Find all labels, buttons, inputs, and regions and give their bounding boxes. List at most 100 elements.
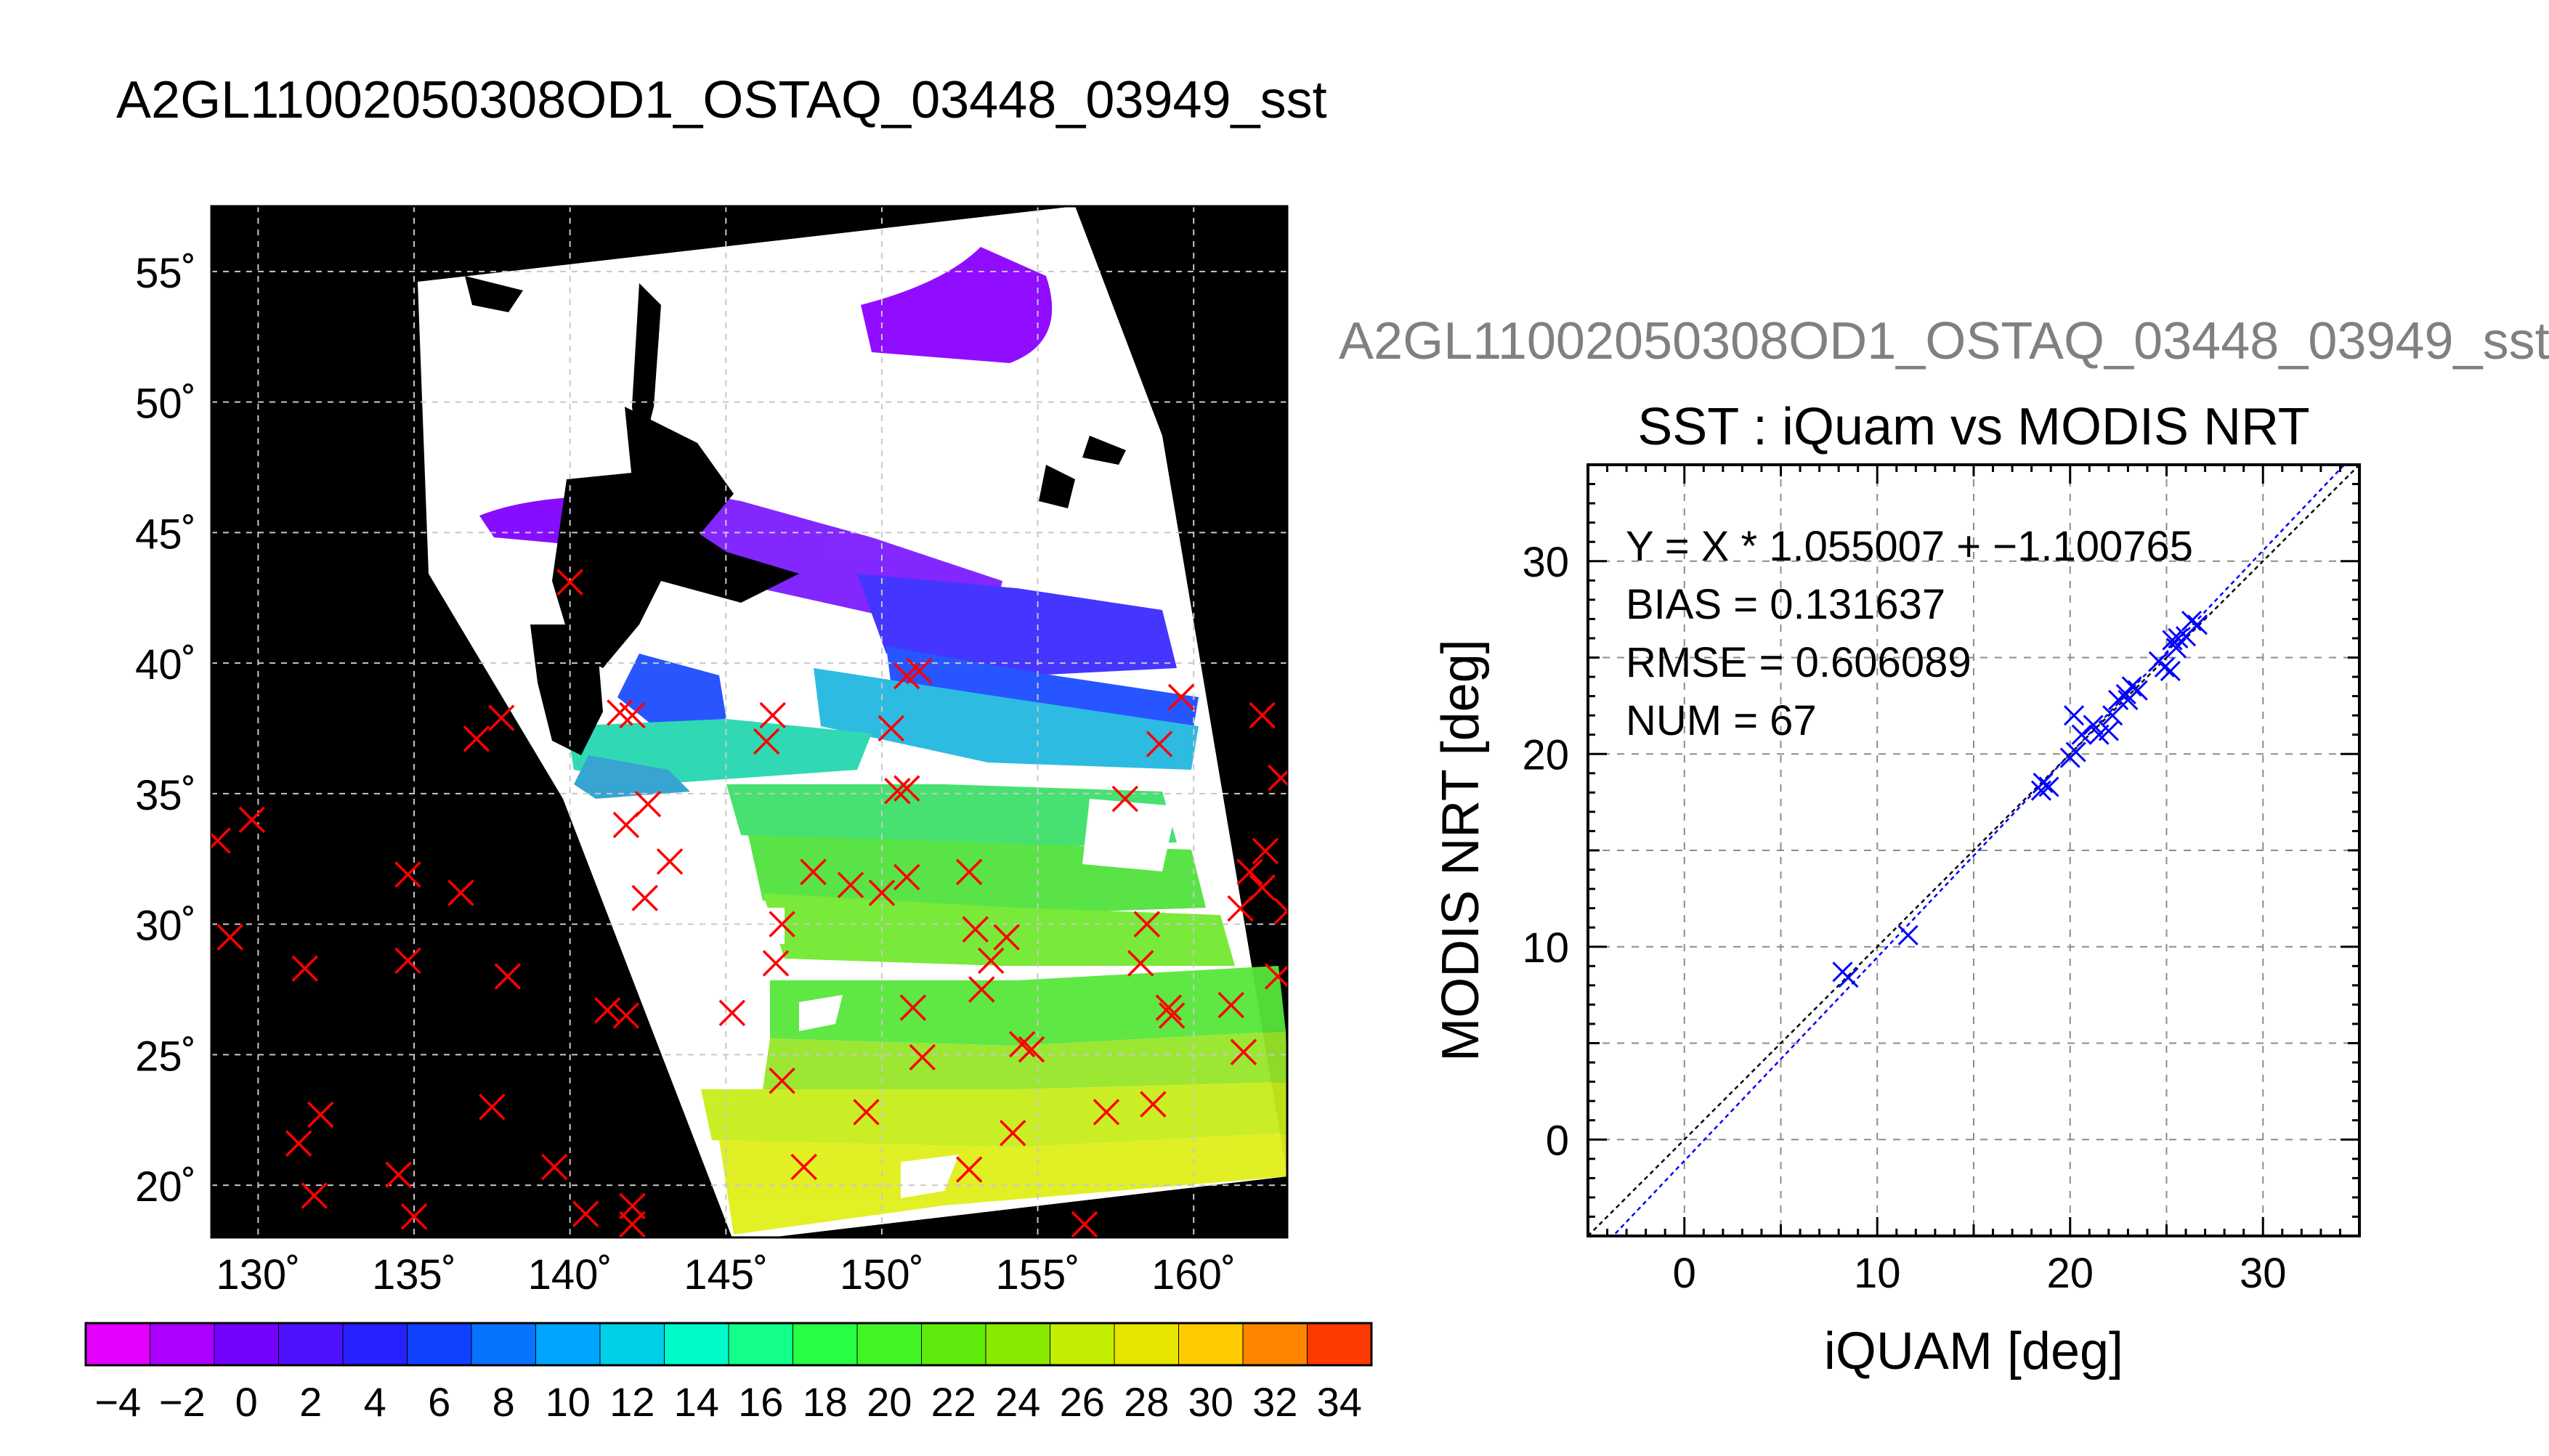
colorbar-labels: −4 −2 0 2 4 6 8 10 12 14 16 18 20 22 24 26 28 30 32 34 <box>94 1379 1362 1425</box>
colorbar-cells <box>85 1322 1372 1366</box>
colorbar-tick-label: 2 <box>299 1379 322 1425</box>
map-marker <box>1018 1036 1045 1063</box>
map-marker <box>612 1002 640 1029</box>
colorbar-tick-label: −4 <box>94 1379 141 1425</box>
colorbar-cell <box>278 1322 344 1366</box>
colorbar-cell <box>214 1322 279 1366</box>
colorbar-cell <box>793 1322 858 1366</box>
map-marker <box>307 1101 334 1128</box>
scatter-superscript: A2GL11002050308OD1_OSTAQ_03448_03949_sst <box>1339 312 2549 370</box>
map-marker <box>394 947 421 975</box>
map-lon-tick-label: 160˚ <box>1151 1251 1236 1298</box>
map-marker <box>1158 1002 1186 1029</box>
scatter-y-tick-label: 20 <box>1522 731 1569 778</box>
scatter-x-axis-label: iQUAM [deg] <box>1824 1322 2123 1380</box>
map-lat-tick-label: 55˚ <box>135 250 196 297</box>
colorbar-tick-label: 0 <box>235 1379 258 1425</box>
scatter-y-tick-label: 30 <box>1522 539 1569 586</box>
map-marker <box>400 1203 428 1230</box>
map-marker <box>1236 858 1263 885</box>
scatter-markers <box>1832 610 2208 988</box>
colorbar-tick-label: 30 <box>1188 1379 1233 1425</box>
scatter-point <box>2187 614 2208 635</box>
map-marker <box>1071 1211 1098 1237</box>
map-marker <box>285 1130 312 1157</box>
scatter-lines <box>1588 465 2359 1236</box>
colorbar-cell <box>664 1322 729 1366</box>
map-markers <box>211 569 1287 1237</box>
map-frame <box>210 205 1289 1239</box>
colorbar-cell <box>150 1322 215 1366</box>
map-marker <box>893 775 920 802</box>
scatter-title: SST : iQuam vs MODIS NRT <box>1637 398 2310 456</box>
map-marker <box>216 924 243 951</box>
colorbar-frame <box>84 1322 1373 1367</box>
colorbar-tick-label: 16 <box>738 1379 783 1425</box>
colorbar-cell <box>1114 1322 1179 1366</box>
map-marker <box>1093 1099 1120 1126</box>
colorbar-tick-label: 32 <box>1252 1379 1297 1425</box>
colorbar-cell <box>985 1322 1050 1366</box>
map-lat-tick-label: 30˚ <box>135 903 196 950</box>
map-marker <box>1008 1030 1036 1058</box>
map-marker <box>540 1153 568 1181</box>
colorbar-tick-label: 8 <box>493 1379 515 1425</box>
map-marker <box>479 1094 506 1121</box>
map-marker <box>612 811 640 839</box>
map-marker <box>884 778 911 805</box>
colorbar-cell <box>599 1322 665 1366</box>
stats-annotations: Y = X * 1.055007 + −1.100765 BIAS = 0.13… <box>1626 523 2193 744</box>
colorbar-cell <box>535 1322 601 1366</box>
map-marker <box>487 704 515 731</box>
map-marker <box>1268 765 1287 792</box>
map-marker <box>800 858 827 885</box>
colorbar-cell <box>728 1322 793 1366</box>
colorbar-cell <box>85 1322 150 1366</box>
bias-value: BIAS = 0.131637 <box>1626 581 1945 628</box>
colorbar-tick-label: 10 <box>546 1379 591 1425</box>
scatter-point <box>2181 610 2202 632</box>
rmse-value: RMSE = 0.606089 <box>1626 639 1971 686</box>
scatter-point <box>2065 741 2086 762</box>
colorbar-tick-label: 24 <box>995 1379 1040 1425</box>
map-marker <box>1230 1038 1257 1065</box>
colorbar-cell <box>407 1322 472 1366</box>
map-marker <box>993 924 1020 951</box>
map-lon-tick-label: 130˚ <box>216 1251 300 1298</box>
colorbar-tick-label: 14 <box>674 1379 719 1425</box>
scatter-x-tick-label: 20 <box>2046 1250 2094 1297</box>
map-marker <box>1000 1119 1026 1147</box>
map-lon-tick-label: 150˚ <box>840 1251 924 1298</box>
map-marker <box>385 1161 412 1188</box>
map-marker <box>1146 731 1173 757</box>
colorbar-tick-label: 34 <box>1317 1379 1362 1425</box>
scatter-point <box>2063 705 2085 726</box>
regression-line <box>1611 465 2346 1236</box>
scatter-point <box>2083 715 2104 736</box>
map-marker <box>494 963 522 990</box>
map-lat-labels: 55˚ 50˚ 45˚ 40˚ 35˚ 30˚ 25˚ 20˚ <box>135 250 196 1211</box>
scatter-y-axis-label: MODIS NRT [deg] <box>1432 639 1490 1062</box>
colorbar-tick-label: 18 <box>803 1379 848 1425</box>
map-lon-tick-label: 140˚ <box>528 1251 612 1298</box>
map-marker <box>463 725 490 752</box>
scatter-x-tick-label: 10 <box>1854 1250 1901 1297</box>
scatter-point <box>2121 676 2142 697</box>
scatter-point <box>2038 776 2059 797</box>
map-lon-labels: 130˚ 135˚ 140˚ 145˚ 150˚ 155˚ 160˚ <box>216 1251 1236 1298</box>
map-lat-tick-label: 35˚ <box>135 772 196 819</box>
map-marker <box>906 657 933 685</box>
map-lon-tick-label: 155˚ <box>996 1251 1080 1298</box>
map-marker <box>619 1192 646 1220</box>
map-marker <box>634 791 662 818</box>
colorbar-cell <box>1242 1322 1308 1366</box>
scatter-point <box>2030 780 2051 801</box>
scatter-gridlines <box>1588 465 2359 1236</box>
map-marker <box>955 1156 983 1183</box>
colorbar-cell <box>856 1322 922 1366</box>
colorbar-cell <box>471 1322 536 1366</box>
map-marker <box>619 701 646 729</box>
map-marker <box>1133 911 1161 938</box>
scatter-ticks <box>1586 463 2361 1237</box>
scatter-x-tick-label: 0 <box>1673 1250 1696 1297</box>
